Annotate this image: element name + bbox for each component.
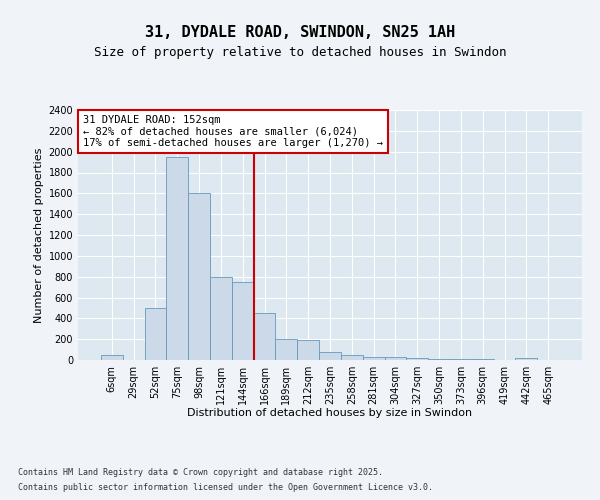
Bar [232, 282, 254, 360]
Bar [145, 308, 166, 360]
Bar [406, 358, 428, 360]
Bar [166, 157, 188, 360]
Bar [341, 355, 363, 360]
Y-axis label: Number of detached properties: Number of detached properties [34, 148, 44, 322]
Bar [254, 313, 275, 360]
Bar [319, 352, 341, 360]
Bar [188, 194, 210, 360]
Bar [428, 359, 450, 360]
Bar [101, 355, 123, 360]
Bar [210, 276, 232, 360]
Bar [275, 339, 297, 360]
X-axis label: Distribution of detached houses by size in Swindon: Distribution of detached houses by size … [187, 408, 473, 418]
Bar [297, 340, 319, 360]
Text: Contains public sector information licensed under the Open Government Licence v3: Contains public sector information licen… [18, 483, 433, 492]
Text: Contains HM Land Registry data © Crown copyright and database right 2025.: Contains HM Land Registry data © Crown c… [18, 468, 383, 477]
Text: Size of property relative to detached houses in Swindon: Size of property relative to detached ho… [94, 46, 506, 59]
Bar [515, 358, 537, 360]
Text: 31 DYDALE ROAD: 152sqm
← 82% of detached houses are smaller (6,024)
17% of semi-: 31 DYDALE ROAD: 152sqm ← 82% of detached… [83, 115, 383, 148]
Bar [385, 358, 406, 360]
Text: 31, DYDALE ROAD, SWINDON, SN25 1AH: 31, DYDALE ROAD, SWINDON, SN25 1AH [145, 25, 455, 40]
Bar [363, 357, 385, 360]
